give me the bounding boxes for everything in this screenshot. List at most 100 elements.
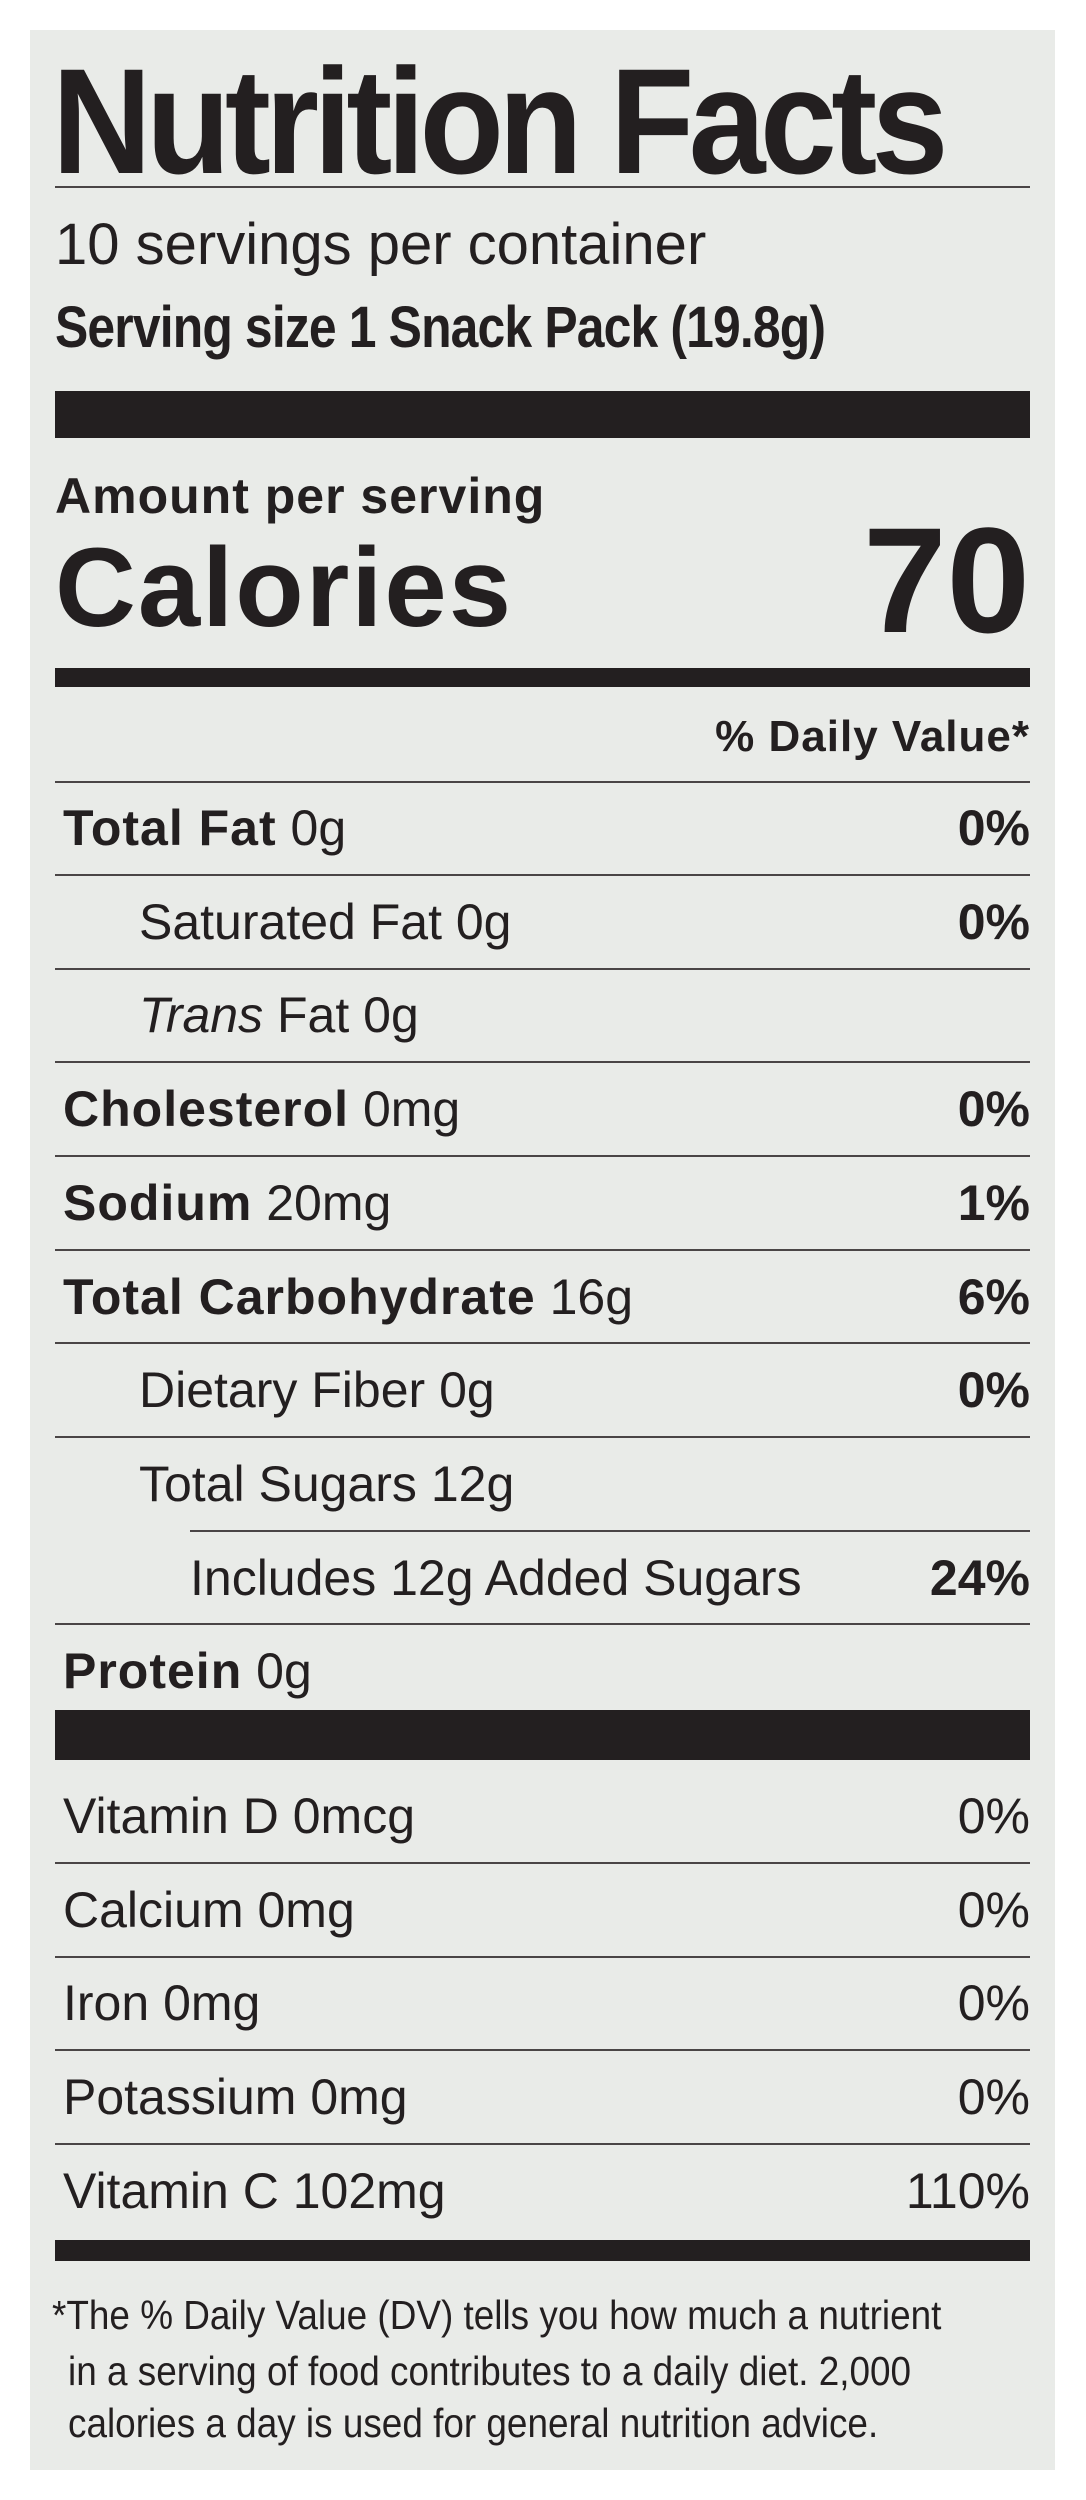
- nutrient-amount: 0g: [439, 1362, 495, 1419]
- nutrient-amount: 0g: [290, 800, 347, 856]
- nutrient-name: Sodium: [63, 1174, 253, 1231]
- nutrient-row: Total Sugars 12g: [0, 1454, 1086, 1514]
- nutrient-row: Saturated Fat 0g 0%: [0, 892, 1086, 952]
- nutrient-label: Trans Fat 0g: [139, 985, 419, 1045]
- nutrient-amount: 0g: [455, 893, 512, 950]
- serving-size: Serving size 1 Snack Pack (19.8g): [55, 295, 826, 360]
- nutrient-amount: 20mg: [266, 1174, 392, 1231]
- vitamin-name: Calcium: [63, 1881, 244, 1938]
- nutrient-name: Includes 12g Added Sugars: [190, 1549, 802, 1606]
- vitamin-name: Vitamin D: [63, 1788, 279, 1844]
- nutrient-row: Trans Fat 0g: [0, 985, 1086, 1045]
- vitamin-label: Vitamin C 102mg: [63, 2161, 446, 2221]
- nutrient-amount: 12g: [430, 1455, 515, 1512]
- divider: [55, 1155, 1030, 1157]
- footnote-line: *The % Daily Value (DV) tells you how mu…: [52, 2292, 942, 2338]
- vitamin-row: Vitamin D 0mcg 0%: [0, 1786, 1086, 1846]
- nutrient-name: Cholesterol: [63, 1081, 350, 1138]
- nutrient-row: Sodium 20mg 1%: [0, 1173, 1086, 1233]
- vitamin-row: Vitamin C 102mg 110%: [0, 2161, 1086, 2221]
- amount-per-serving: Amount per serving: [55, 468, 546, 524]
- nutrient-amount: 0g: [363, 987, 419, 1044]
- nutrient-name: Total Carbohydrate: [63, 1268, 536, 1325]
- vitamin-amount: 102mg: [292, 2162, 446, 2219]
- nutrient-row: Cholesterol 0mg 0%: [0, 1079, 1086, 1139]
- nutrient-row: Total Fat 0g 0%: [0, 798, 1086, 858]
- nutrient-daily-value: 6%: [957, 1268, 1030, 1325]
- nutrient-row: Total Carbohydrate 16g 6%: [0, 1267, 1086, 1327]
- nutrient-label: Saturated Fat 0g: [139, 892, 512, 952]
- nutrient-amount: 16g: [549, 1268, 634, 1325]
- divider: [55, 1436, 1030, 1438]
- nutrient-label: Includes 12g Added Sugars: [190, 1548, 802, 1608]
- nutrient-name: Saturated Fat: [139, 893, 442, 950]
- vitamin-amount: 0mg: [163, 1975, 261, 2032]
- nutrient-daily-value: 0%: [957, 1362, 1030, 1419]
- nutrient-label: Total Carbohydrate 16g: [63, 1267, 633, 1327]
- divider: [55, 1249, 1030, 1251]
- vitamin-label: Vitamin D 0mcg: [63, 1786, 415, 1846]
- vitamin-daily-value: 0%: [957, 1881, 1030, 1938]
- nutrient-row: Protein 0g: [0, 1641, 1086, 1701]
- nutrient-label: Cholesterol 0mg: [63, 1079, 460, 1139]
- nutrient-name: Protein: [63, 1643, 243, 1700]
- vitamin-name: Iron: [63, 1975, 150, 2032]
- divider: [55, 1862, 1030, 1864]
- footnote-line: in a serving of food contributes to a da…: [68, 2348, 912, 2394]
- vitamin-name: Potassium: [63, 2069, 297, 2126]
- divider: [55, 2049, 1030, 2051]
- nutrient-label: Dietary Fiber 0g: [139, 1360, 495, 1420]
- divider: [55, 968, 1030, 970]
- vitamin-daily-value: 0%: [957, 1788, 1030, 1844]
- label-title: Nutrition Facts: [52, 37, 948, 205]
- nutrient-name: Dietary Fiber: [139, 1362, 426, 1419]
- divider: [55, 186, 1030, 188]
- nutrient-daily-value: 0%: [957, 800, 1030, 856]
- vitamin-daily-value: 110%: [905, 2162, 1030, 2219]
- divider: [55, 1623, 1030, 1625]
- vitamin-label: Potassium 0mg: [63, 2067, 408, 2127]
- divider: [55, 1342, 1030, 1344]
- medium-divider: [55, 668, 1030, 687]
- vitamin-amount: 0mg: [310, 2069, 408, 2126]
- nutrient-row: Includes 12g Added Sugars 24%: [0, 1548, 1086, 1608]
- vitamin-row: Iron 0mg 0%: [0, 1973, 1086, 2033]
- nutrient-label: Total Sugars 12g: [139, 1454, 514, 1514]
- nutrient-name: Trans: [139, 987, 264, 1044]
- nutrient-label: Sodium 20mg: [63, 1173, 391, 1233]
- nutrient-daily-value: 1%: [957, 1174, 1030, 1231]
- medium-divider: [55, 2240, 1030, 2261]
- nutrient-label: Protein 0g: [63, 1641, 312, 1701]
- vitamin-daily-value: 0%: [957, 2069, 1030, 2126]
- nutrient-name-suffix: Fat: [263, 987, 350, 1044]
- nutrient-name: Total Sugars: [139, 1455, 417, 1512]
- calories-value: 70: [863, 496, 1030, 664]
- servings-per-container: 10 servings per container: [55, 212, 707, 277]
- divider: [55, 874, 1030, 876]
- divider: [55, 781, 1030, 783]
- footnote-line: calories a day is used for general nutri…: [68, 2400, 879, 2446]
- nutrient-daily-value: 0%: [957, 1081, 1030, 1138]
- nutrient-label: Total Fat 0g: [63, 798, 346, 858]
- daily-value-header: % Daily Value*: [715, 712, 1030, 761]
- vitamin-name: Vitamin C: [63, 2162, 279, 2219]
- thick-divider: [55, 1710, 1030, 1760]
- calories-label: Calories: [55, 525, 513, 650]
- nutrient-name: Total Fat: [63, 800, 277, 856]
- vitamin-amount: 0mg: [257, 1881, 355, 1938]
- vitamin-daily-value: 0%: [957, 1975, 1030, 2032]
- vitamin-label: Calcium 0mg: [63, 1880, 355, 1940]
- vitamin-amount: 0mcg: [292, 1788, 415, 1844]
- nutrient-daily-value: 24%: [929, 1549, 1030, 1606]
- vitamin-row: Calcium 0mg 0%: [0, 1880, 1086, 1940]
- nutrient-amount: 0g: [256, 1643, 312, 1700]
- vitamin-row: Potassium 0mg 0%: [0, 2067, 1086, 2127]
- divider: [55, 2143, 1030, 2145]
- nutrient-amount: 0mg: [362, 1081, 461, 1138]
- nutrient-row: Dietary Fiber 0g 0%: [0, 1360, 1086, 1420]
- divider: [190, 1530, 1030, 1532]
- thick-divider: [55, 391, 1030, 438]
- divider: [55, 1061, 1030, 1063]
- vitamin-label: Iron 0mg: [63, 1973, 260, 2033]
- divider: [55, 1956, 1030, 1958]
